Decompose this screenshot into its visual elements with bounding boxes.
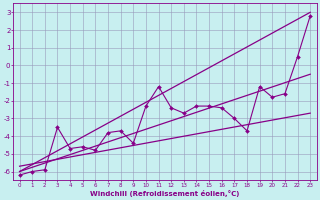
X-axis label: Windchill (Refroidissement éolien,°C): Windchill (Refroidissement éolien,°C) [90, 190, 240, 197]
